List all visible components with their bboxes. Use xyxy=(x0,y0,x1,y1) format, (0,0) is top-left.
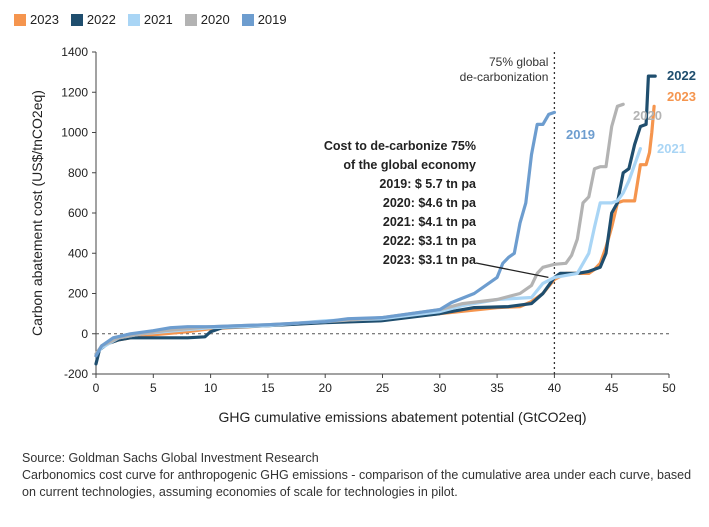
axes-layer: -200 0 200 400 600 800 1000 1200 1400 0 5 10 15 20 25 3… xyxy=(61,45,676,395)
legend-swatch-2020 xyxy=(184,13,197,26)
series-line-2021 xyxy=(94,147,642,356)
y-tick-label: 800 xyxy=(68,166,88,180)
x-tick-label: 0 xyxy=(93,381,100,395)
legend-swatch-2023 xyxy=(14,13,26,26)
y-tick-label: 400 xyxy=(68,246,88,260)
legend-label-2019: 2019 xyxy=(257,12,287,27)
series-line-2022 xyxy=(94,74,657,366)
x-tick-label: 35 xyxy=(490,381,504,395)
legend-label-2021: 2021 xyxy=(143,12,173,27)
series-end-label-2019: 2019 xyxy=(566,127,595,142)
annotation-line: 2020: $4.6 tn pa xyxy=(383,196,477,210)
legend-item-2020[interactable]: 2020 xyxy=(184,12,230,27)
annotation-line: of the global economy xyxy=(343,158,476,172)
legend-item-2022[interactable]: 2022 xyxy=(70,12,116,27)
x-tick-label: 10 xyxy=(204,381,218,395)
legend-item-2019[interactable]: 2019 xyxy=(241,12,287,27)
y-tick-label: 1200 xyxy=(61,85,88,99)
cost-curve-chart: -200 0 200 400 600 800 1000 1200 1400 0 5 10 15 20 25 3… xyxy=(29,45,696,425)
series-layer xyxy=(94,74,657,366)
reference-line-label: de-carbonization xyxy=(460,70,549,84)
series-end-label-2021: 2021 xyxy=(657,141,686,156)
x-tick-label: 5 xyxy=(150,381,157,395)
x-tick-label: 30 xyxy=(433,381,447,395)
reference-line-label: 75% global xyxy=(489,55,548,69)
legend-swatch-2022 xyxy=(70,13,83,26)
series-line-2019 xyxy=(94,110,556,358)
y-tick-label: 600 xyxy=(68,206,88,220)
x-tick-label: 15 xyxy=(261,381,275,395)
x-axis-title: GHG cumulative emissions abatement poten… xyxy=(218,409,586,425)
legend-label-2022: 2022 xyxy=(86,12,116,27)
legend-label-2023: 2023 xyxy=(30,12,59,27)
footer: Source: Goldman Sachs Global Investment … xyxy=(22,450,702,501)
y-axis-title: Carbon abatement cost (US$/tnCO2eq) xyxy=(29,90,45,336)
annotation-line: 2023: $3.1 tn pa xyxy=(383,253,477,267)
annotation-line: 2019: $ 5.7 tn pa xyxy=(379,177,477,191)
legend-swatch-2021 xyxy=(127,13,140,26)
annotation-pointer xyxy=(475,262,549,279)
legend-item-2023[interactable]: 2023 xyxy=(14,12,59,27)
x-tick-label: 20 xyxy=(319,381,333,395)
y-tick-label: 0 xyxy=(81,327,88,341)
x-tick-label: 50 xyxy=(662,381,676,395)
x-tick-label: 40 xyxy=(548,381,562,395)
x-tick-label: 45 xyxy=(605,381,619,395)
series-end-label-2023: 2023 xyxy=(667,89,696,104)
legend-label-2020: 2020 xyxy=(200,12,230,27)
legend-item-2021[interactable]: 2021 xyxy=(127,12,173,27)
legend: 2023 2022 2021 2020 2019 xyxy=(14,12,287,27)
chart-caption: Carbonomics cost curve for anthropogenic… xyxy=(22,468,692,499)
y-tick-label: 1400 xyxy=(61,45,88,59)
source-note: Source: Goldman Sachs Global Investment … xyxy=(22,451,319,465)
legend-swatch-2019 xyxy=(241,13,254,26)
annotation-line: 2022: $3.1 tn pa xyxy=(383,234,477,248)
series-end-label-2022: 2022 xyxy=(667,68,696,83)
series-end-label-2020: 2020 xyxy=(633,108,662,123)
x-tick-label: 25 xyxy=(376,381,390,395)
y-tick-label: -200 xyxy=(64,367,88,381)
annotation-line: Cost to de-carbonize 75% xyxy=(324,139,476,153)
y-tick-label: 1000 xyxy=(61,126,88,140)
annotation-line: 2021: $4.1 tn pa xyxy=(383,215,477,229)
series-line-2020 xyxy=(94,102,625,356)
y-tick-label: 200 xyxy=(68,287,88,301)
